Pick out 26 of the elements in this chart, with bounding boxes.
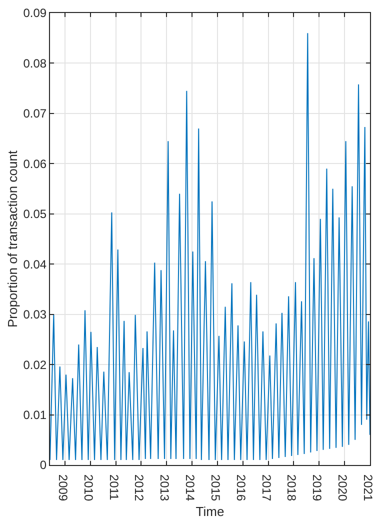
x-tick-label: 2019 — [310, 474, 324, 502]
y-tick-label: 0 — [40, 458, 47, 472]
y-tick-label: 0.03 — [23, 308, 47, 322]
y-tick-label: 0.01 — [23, 408, 47, 422]
x-tick-label: 2013 — [158, 474, 172, 502]
x-tick-label: 2009 — [56, 474, 70, 502]
y-tick-label: 0.08 — [23, 56, 47, 70]
y-tick-label: 0.02 — [23, 358, 47, 372]
y-tick-label: 0.04 — [23, 257, 47, 272]
y-tick-label: 0.06 — [23, 156, 47, 171]
x-axis-title: Time — [196, 504, 224, 520]
x-tick-label: 2016 — [234, 474, 248, 502]
y-tick-label: 0.09 — [23, 6, 47, 20]
y-tick-label: 0.07 — [23, 106, 47, 121]
x-tick-label: 2010 — [81, 474, 96, 502]
x-tick-label: 2012 — [132, 474, 146, 502]
x-tick-label: 2014 — [183, 474, 198, 502]
x-tick-label: 2015 — [208, 474, 222, 502]
x-tick-label: 2018 — [284, 474, 299, 502]
x-tick-label: 2021 — [361, 474, 375, 502]
x-tick-label: 2011 — [106, 474, 121, 501]
y-axis-title: Proportion of transaction count — [5, 150, 20, 328]
y-tick-label: 0.05 — [23, 207, 47, 222]
line-series — [50, 32, 370, 460]
x-tick-label: 2017 — [259, 474, 274, 502]
x-tick-label: 2020 — [336, 474, 350, 502]
